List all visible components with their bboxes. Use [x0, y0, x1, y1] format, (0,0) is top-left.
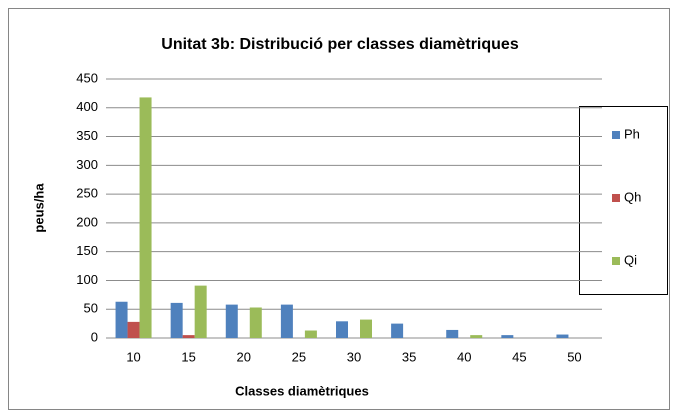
bar: [501, 335, 514, 338]
y-tick-label: 0: [91, 329, 98, 344]
bar: [470, 335, 483, 338]
bar: [280, 304, 293, 338]
x-tick-label: 10: [126, 349, 140, 364]
bar: [446, 329, 459, 338]
bar: [249, 307, 262, 338]
x-tick-label: 30: [347, 349, 361, 364]
legend-label: Ph: [624, 126, 640, 141]
bar: [139, 97, 152, 338]
legend-swatch: [612, 194, 620, 202]
y-axis-label: peus/ha: [31, 183, 46, 233]
bar: [115, 301, 128, 338]
y-tick-label: 350: [76, 128, 98, 143]
x-tick-label: 50: [567, 349, 581, 364]
bar: [360, 319, 372, 338]
x-tick-label: 35: [402, 349, 416, 364]
bar: [391, 323, 404, 338]
legend-swatch: [612, 257, 620, 265]
legend-swatch: [612, 131, 620, 139]
y-tick-label: 450: [76, 70, 98, 85]
bar: [304, 330, 317, 338]
x-tick-label: 40: [457, 349, 471, 364]
chart-border: [8, 8, 670, 410]
y-tick-label: 50: [84, 301, 98, 316]
bar: [556, 334, 569, 338]
bar: [194, 285, 207, 338]
bar: [225, 304, 238, 338]
y-tick-label: 150: [76, 243, 98, 258]
x-tick-label: 20: [237, 349, 251, 364]
bar: [170, 302, 183, 338]
legend-label: Qi: [624, 252, 637, 267]
y-tick-label: 400: [76, 99, 98, 114]
chart-title: Unitat 3b: Distribució per classes diamè…: [161, 36, 519, 53]
bar: [336, 321, 348, 338]
y-tick-label: 100: [76, 272, 98, 287]
y-tick-label: 300: [76, 157, 98, 172]
y-tick-label: 200: [76, 214, 98, 229]
x-tick-label: 25: [292, 349, 306, 364]
bar: [182, 335, 195, 338]
y-tick-label: 250: [76, 186, 98, 201]
bar: [127, 321, 140, 338]
x-tick-label: 15: [181, 349, 195, 364]
legend-label: Qh: [624, 189, 641, 204]
legend-box: [579, 106, 668, 295]
x-tick-label: 45: [512, 349, 526, 364]
x-axis-label: Classes diamètriques: [235, 383, 369, 398]
